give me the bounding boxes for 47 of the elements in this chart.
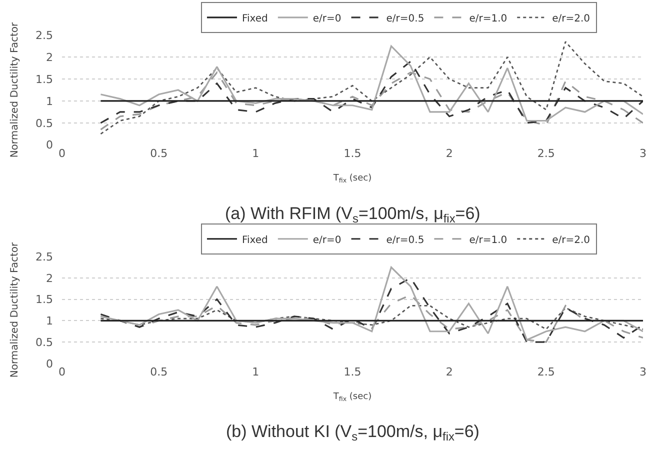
y-tick-label: 1.5 [36, 293, 53, 306]
text: (a) With RFIM (V$_{s}$=100m/s, μ$_{fix}$=6) [225, 204, 480, 226]
x-tick-label: 0 [58, 365, 66, 378]
x-tick-label: 1.5 [344, 365, 362, 378]
legend-label: e/r=0 [312, 234, 342, 246]
line-series [100, 277, 643, 343]
line-series [100, 305, 643, 330]
y-tick-label: 2.5 [36, 250, 53, 264]
legend-label: e/r=1.0 [469, 13, 508, 24]
x-axis-title: T$_{fix}$ (sec) [332, 392, 372, 404]
line-series [100, 72, 643, 130]
legend-label: e/r=0.5 [386, 234, 424, 246]
legend-label: e/r=2.0 [552, 13, 590, 24]
line-series [100, 41, 643, 135]
x-tick-label: 3 [640, 365, 646, 378]
x-tick-label: 2 [446, 146, 453, 160]
x-tick-label: 1.5 [344, 146, 362, 160]
y-tick-label: 1 [46, 314, 53, 328]
y-tick-label: 2 [46, 272, 53, 285]
x-tick-label: 2.5 [537, 146, 555, 160]
legend-label: Fixed [242, 13, 268, 24]
y-axis-title: Normalized Ductility Factor [10, 21, 20, 158]
line-series [100, 45, 643, 122]
y-axis-title: Normalized Ductility Factor [10, 241, 20, 378]
x-tick-label: 0.5 [150, 146, 168, 160]
x-tick-label: 3 [640, 146, 646, 160]
y-tick-label: 0.5 [36, 116, 53, 130]
y-tick-label: 1.5 [36, 72, 53, 86]
x-tick-label: 1 [252, 365, 260, 378]
text: (b) Without KI (V$_{s}$=100m/s, μ$_{fix}$=6) [226, 422, 480, 444]
legend-label: e/r=0.5 [386, 13, 424, 24]
x-axis-title: T$_{fix}$ (sec) [332, 174, 372, 185]
y-tick-label: 1 [46, 94, 53, 108]
x-tick-label: 2.5 [537, 365, 555, 378]
y-tick-label: 2 [46, 50, 53, 64]
line-series [100, 266, 643, 341]
legend-label: e/r=1.0 [469, 234, 508, 246]
legend-label: Fixed [242, 234, 268, 246]
x-tick-label: 0.5 [150, 365, 168, 378]
y-tick-label: 0.5 [36, 336, 53, 349]
x-tick-label: 1 [252, 146, 260, 160]
legend-label: e/r=2.0 [552, 234, 590, 246]
y-tick-label: 2.5 [36, 28, 53, 42]
x-tick-label: 2 [446, 365, 453, 378]
line-series [100, 60, 643, 124]
x-tick-label: 0 [58, 146, 66, 160]
legend-label: e/r=0 [312, 13, 342, 24]
